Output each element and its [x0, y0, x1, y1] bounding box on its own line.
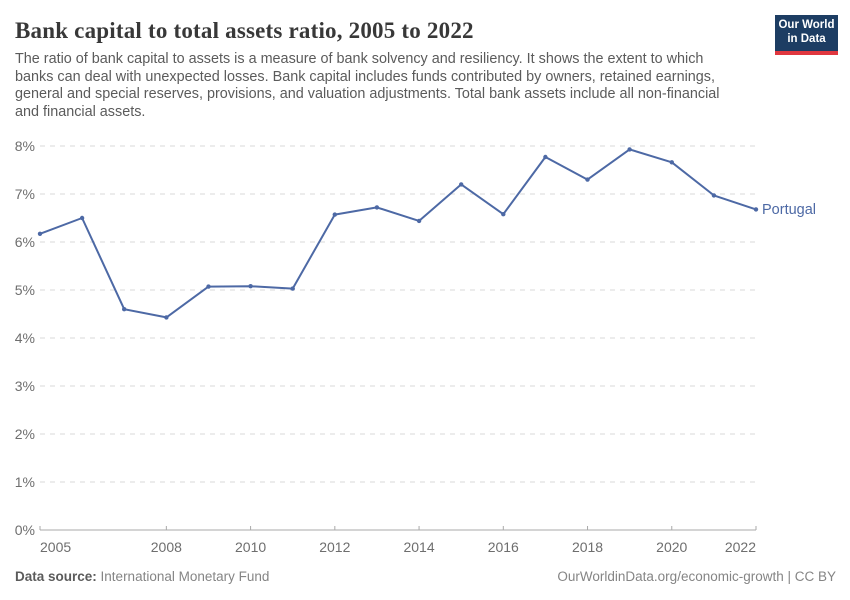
y-axis-tick-label: 2%: [15, 426, 35, 442]
x-axis-tick-label: 2014: [403, 539, 434, 555]
x-axis-tick-label: 2008: [151, 539, 182, 555]
y-axis-tick-label: 7%: [15, 186, 35, 202]
y-axis-tick-label: 8%: [15, 138, 35, 154]
series-line-portugal[interactable]: [39, 148, 757, 319]
y-axis-tick-label: 5%: [15, 282, 35, 298]
data-point-2015[interactable]: [459, 182, 464, 187]
y-axis-tick-label: 6%: [15, 234, 35, 250]
x-axis-tick-label: 2020: [656, 539, 687, 555]
chart-subtitle: The ratio of bank capital to assets is a…: [15, 51, 720, 120]
x-axis-tick-label: 2022: [725, 539, 756, 555]
data-point-2014[interactable]: [416, 218, 422, 224]
x-axis-tick-label: 2016: [488, 539, 519, 555]
data-source-value: International Monetary Fund: [100, 569, 270, 584]
owid-logo-line1: Our World: [778, 19, 835, 31]
y-axis-tick-label: 3%: [15, 378, 35, 394]
owid-logo[interactable]: Our World in Data: [775, 15, 838, 55]
data-point-2007[interactable]: [122, 307, 127, 312]
x-axis-tick-label: 2012: [319, 539, 350, 555]
data-point-2019[interactable]: [627, 147, 632, 152]
data-point-2018[interactable]: [585, 177, 590, 182]
data-source-label: Data source:: [15, 569, 97, 584]
data-point-2013[interactable]: [374, 205, 380, 210]
y-axis-tick-label: 0%: [15, 522, 35, 538]
data-point-2016[interactable]: [501, 212, 506, 217]
data-point-2017[interactable]: [543, 154, 548, 160]
series-label-portugal[interactable]: Portugal: [762, 202, 816, 218]
data-point-2021[interactable]: [711, 193, 717, 198]
data-point-2006[interactable]: [79, 215, 85, 221]
data-point-2009[interactable]: [206, 284, 211, 289]
attribution-link[interactable]: OurWorldinData.org/economic-growth | CC …: [557, 569, 836, 584]
x-axis-tick-label: 2018: [572, 539, 603, 555]
data-point-2005[interactable]: [37, 231, 43, 236]
chart-footer: Data source: International Monetary Fund…: [15, 568, 836, 585]
y-axis-tick-label: 4%: [15, 330, 35, 346]
x-axis-tick-label: 2005: [40, 539, 71, 555]
data-point-2011[interactable]: [290, 286, 295, 291]
data-point-2012[interactable]: [332, 212, 337, 217]
owid-logo-line2: in Data: [787, 33, 826, 45]
y-axis-tick-label: 1%: [15, 474, 35, 490]
data-point-2022[interactable]: [753, 207, 759, 212]
page-title: Bank capital to total assets ratio, 2005…: [15, 18, 474, 43]
data-point-2008[interactable]: [164, 315, 169, 320]
data-point-2010[interactable]: [248, 284, 253, 289]
data-source-line[interactable]: Data source: International Monetary Fund: [15, 568, 269, 585]
x-axis-tick-label: 2010: [235, 539, 266, 555]
data-point-2020[interactable]: [669, 160, 674, 165]
